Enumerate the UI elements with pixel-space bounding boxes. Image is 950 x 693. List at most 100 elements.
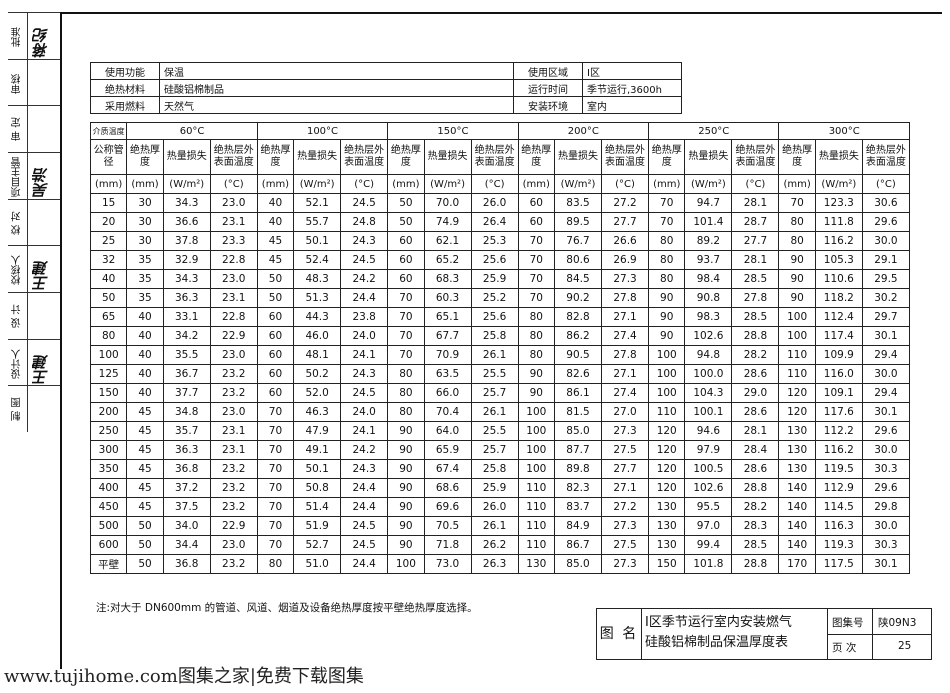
value-cell: 66.0 [423,383,472,403]
value-cell: 30.0 [861,516,911,536]
value-cell: 68.6 [423,478,472,498]
value-cell: 50 [126,535,164,555]
value-cell: 22.9 [209,326,258,346]
value-cell: 24.2 [340,440,389,460]
value-cell: 36.3 [162,288,211,308]
column-subheader: 绝热厚度 [648,139,686,175]
value-cell: 23.0 [209,535,258,555]
value-cell: 63.5 [423,364,472,384]
value-cell: 114.5 [814,497,863,517]
value-cell: 110 [778,364,816,384]
column-subheader: 绝热厚度 [126,139,164,175]
fuel-value: 天然气 [159,96,514,114]
value-cell: 80 [387,402,425,422]
value-cell: 25.3 [470,231,519,251]
value-cell: 100 [517,440,555,460]
value-cell: 26.1 [470,402,519,422]
value-cell: 23.1 [209,288,258,308]
table-row: 300 45 36.3 23.1 70 49.1 24.2 90 65.9 25.7 100 87.7… [89,440,911,460]
value-cell: 82.3 [553,478,603,498]
value-cell: 30.0 [861,364,911,384]
value-cell: 90 [387,535,425,555]
value-cell: 30.3 [861,459,911,479]
value-cell: 130 [648,516,686,536]
value-cell: 116.2 [814,231,863,251]
value-cell: 69.6 [423,497,472,517]
column-subheader: 绝热层外表面温度 [600,139,650,175]
value-cell: 52.7 [293,535,342,555]
value-cell: 26.6 [600,231,650,251]
column-subheader: 绝热层外表面温度 [861,139,911,175]
value-cell: 27.7 [600,459,650,479]
value-cell: 123.3 [814,193,863,213]
signature-mark [30,62,56,105]
drawing-title-line2: 硅酸铝棉制品保温厚度表 [645,635,789,650]
value-cell: 34.2 [162,326,211,346]
drawing-title-line1: Ⅰ区季节运行室内安装燃气 [645,615,792,630]
value-cell: 27.7 [600,212,650,232]
value-cell: 24.5 [340,193,389,213]
value-cell: 105.3 [814,250,863,270]
value-cell: 23.3 [209,231,258,251]
nominal-diameter-cell: 20 [89,212,128,232]
env-label: 安装环境 [513,96,583,114]
column-subheader: 热量损失 [684,139,733,175]
unit-cell: (°C) [470,174,519,194]
value-cell: 140 [778,516,816,536]
table-row: 100 40 35.5 23.0 60 48.1 24.1 70 70.9 26.1 80 90.5 2… [89,345,911,365]
value-cell: 70 [387,307,425,327]
temperature-header: 250°C [648,122,780,140]
value-cell: 29.6 [861,478,911,498]
value-cell: 110 [517,497,555,517]
value-cell: 23.1 [209,212,258,232]
value-cell: 30 [126,231,164,251]
value-cell: 67.7 [423,326,472,346]
nominal-diameter-header: 公称管径 [89,139,128,175]
value-cell: 25.5 [470,421,519,441]
value-cell: 24.5 [340,250,389,270]
value-cell: 37.7 [162,383,211,403]
value-cell: 34.0 [162,516,211,536]
value-cell: 45 [126,440,164,460]
value-cell: 117.5 [814,554,863,574]
footnote: 注:对大于 DN600mm 的管道、风道、烟道及设备绝热厚度按平壁绝热厚度选择。 [96,602,478,614]
value-cell: 28.3 [731,516,780,536]
value-cell: 51.4 [293,497,342,517]
table-row: 350 45 36.8 23.2 70 50.1 24.3 90 67.4 25.8 100 89.8… [89,459,911,479]
column-subheader: 热量损失 [293,139,342,175]
value-cell: 74.9 [423,212,472,232]
value-cell: 117.4 [814,326,863,346]
value-cell: 27.2 [600,193,650,213]
value-cell: 25.8 [470,326,519,346]
value-cell: 25.7 [470,440,519,460]
value-cell: 40 [126,307,164,327]
value-cell: 29.6 [861,212,911,232]
drawing-title: Ⅰ区季节运行室内安装燃气 硅酸铝棉制品保温厚度表 [645,613,825,653]
drawing-frame [60,12,942,669]
value-cell: 80 [387,383,425,403]
unit-cell: (W/m²) [162,174,211,194]
value-cell: 112.2 [814,421,863,441]
value-cell: 27.5 [600,440,650,460]
value-cell: 80 [648,250,686,270]
value-cell: 100 [648,364,686,384]
value-cell: 60 [256,345,295,365]
unit-cell: (mm) [126,174,164,194]
value-cell: 112.4 [814,307,863,327]
value-cell: 70.0 [423,193,472,213]
value-cell: 46.0 [293,326,342,346]
value-cell: 27.8 [731,288,780,308]
value-cell: 34.3 [162,269,211,289]
value-cell: 80 [648,269,686,289]
value-cell: 55.7 [293,212,342,232]
fuel-label: 采用燃料 [90,96,160,114]
value-cell: 28.1 [731,250,780,270]
value-cell: 26.3 [470,554,519,574]
value-cell: 27.3 [600,269,650,289]
value-cell: 86.1 [553,383,603,403]
value-cell: 130 [517,554,555,574]
value-cell: 110 [648,402,686,422]
subheader-row: 公称管径 绝热厚度 热量损失 绝热层外表面温度 绝热厚度 热量损失 绝热层外表面温度 绝热厚度… [89,139,911,175]
nominal-diameter-cell: 200 [89,402,128,422]
value-cell: 70 [256,459,295,479]
